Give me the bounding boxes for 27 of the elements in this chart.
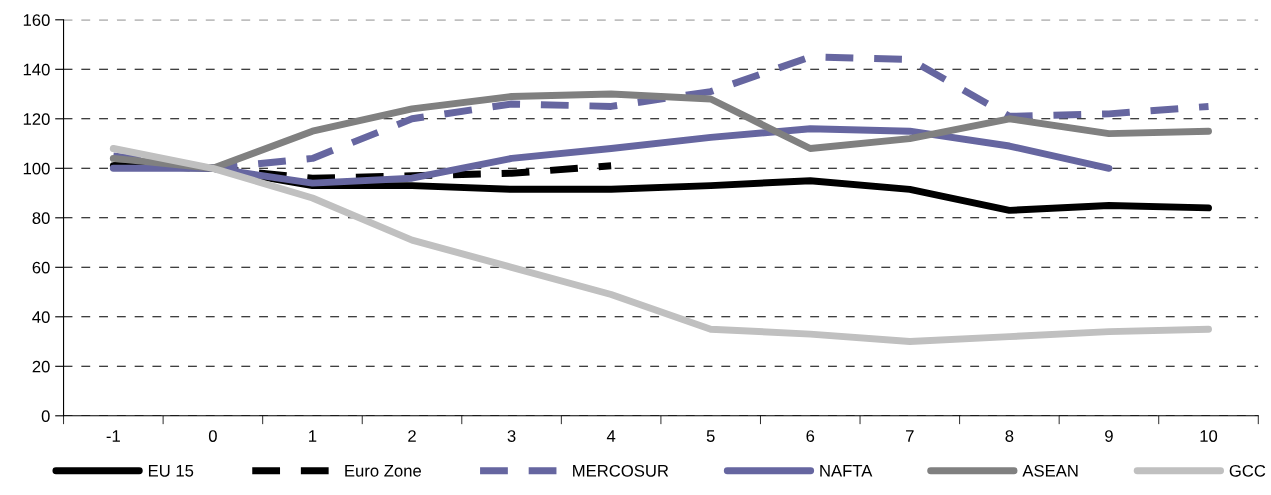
legend-label: EU 15: [148, 465, 194, 477]
legend-label: GCC: [1229, 464, 1266, 477]
x-tick-label: 2: [408, 430, 416, 442]
y-tick-label: 120: [23, 113, 50, 125]
legend-label: ASEAN: [1022, 464, 1078, 477]
y-tick-label: 20: [32, 360, 50, 373]
y-tick-label: 80: [32, 212, 50, 224]
x-tick-label: 3: [507, 430, 516, 442]
x-tick-label: 10: [1200, 430, 1218, 442]
legend-label: MERCOSUR: [573, 464, 669, 477]
x-tick-label: 6: [806, 430, 815, 442]
y-tick-label: 160: [23, 14, 50, 26]
y-tick-label: 140: [23, 63, 50, 76]
legend-label: Euro Zone: [345, 465, 421, 477]
x-tick-label: 1: [309, 430, 317, 442]
legend-label: NAFTA: [820, 465, 873, 477]
x-tick-label: 7: [906, 430, 914, 442]
x-tick-label: 9: [1105, 430, 1113, 442]
x-tick-label: 0: [208, 430, 217, 442]
y-tick-label: 0: [41, 410, 50, 422]
x-tick-label: 8: [1005, 430, 1014, 442]
y-tick-label: 100: [23, 162, 50, 175]
x-tick-label: 4: [606, 430, 616, 442]
x-tick-label: 5: [706, 430, 715, 442]
y-tick-label: 40: [32, 311, 50, 323]
x-tick-label: -1: [106, 430, 120, 442]
y-tick-label: 60: [32, 261, 50, 274]
